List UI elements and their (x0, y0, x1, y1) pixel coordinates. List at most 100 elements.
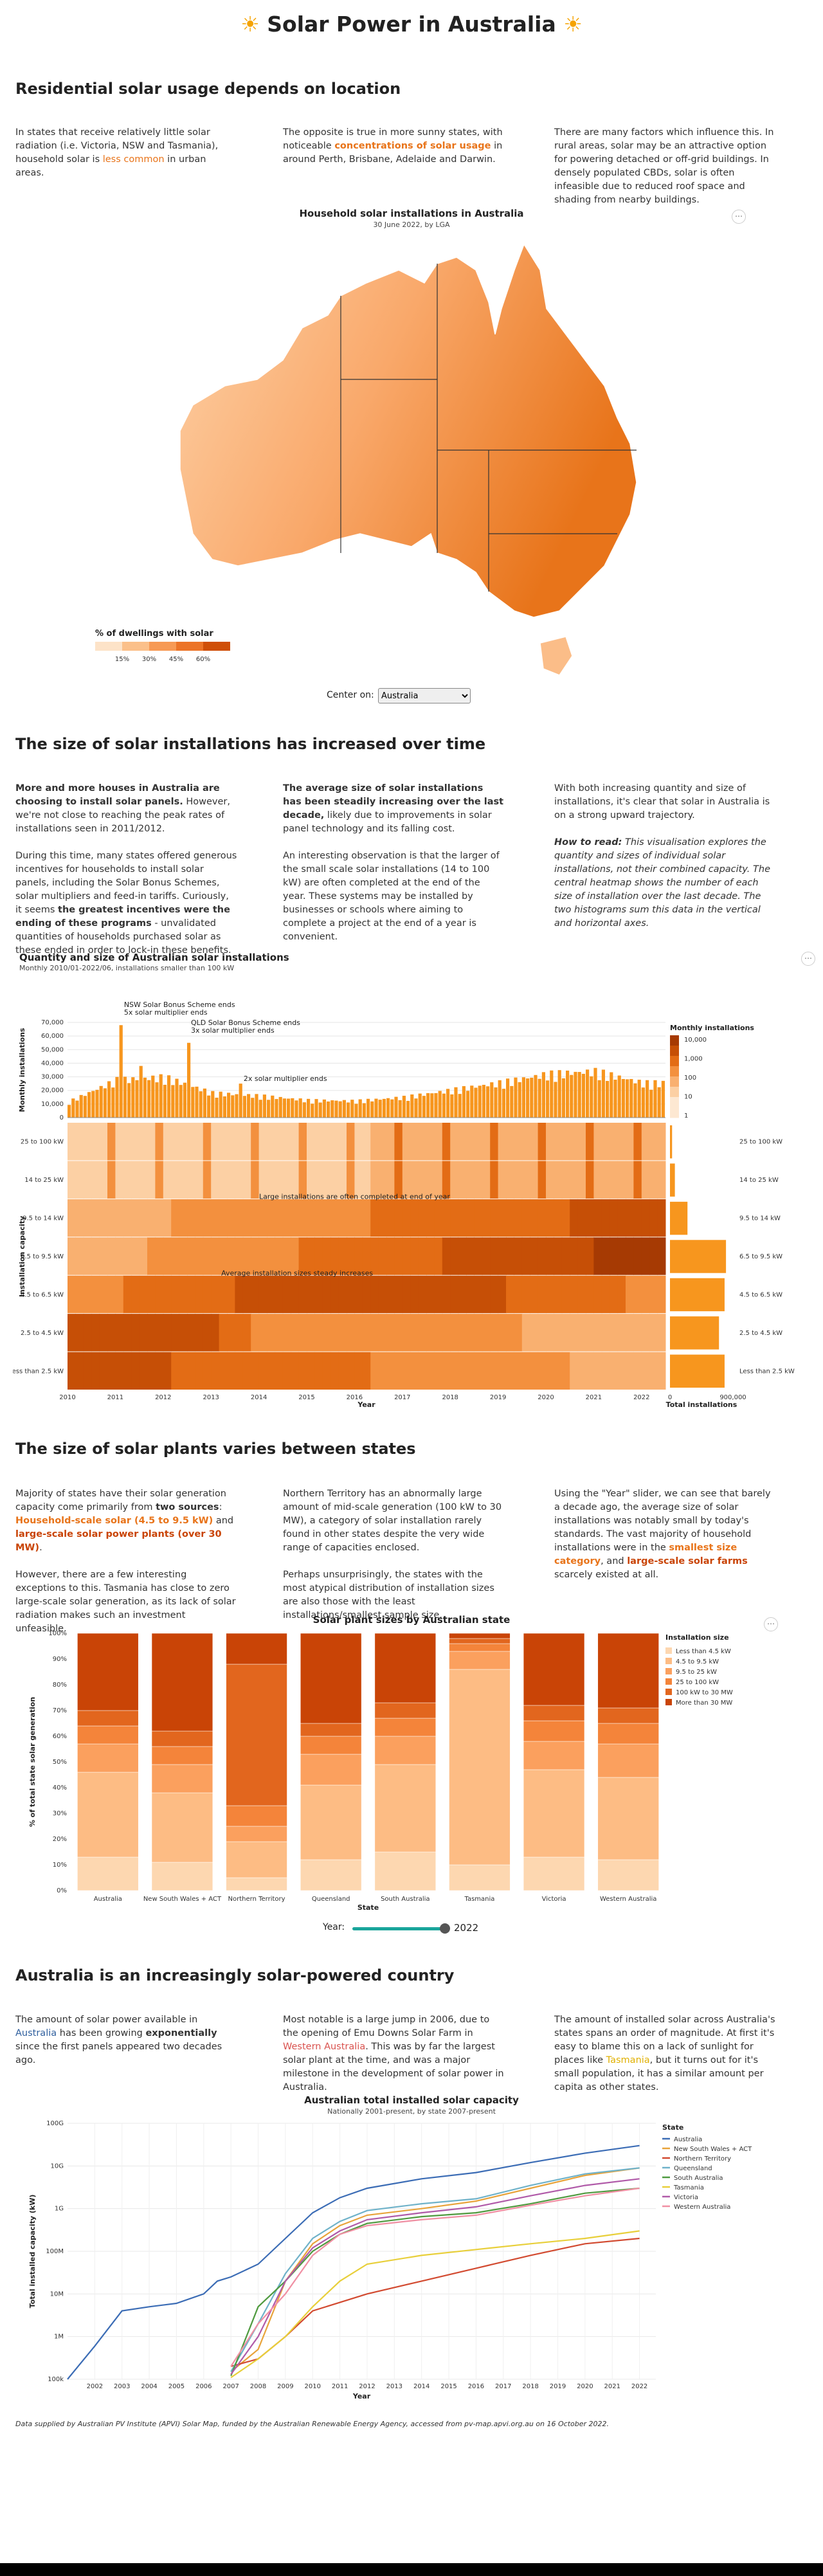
text-bold: More and more houses in Australia are ch… (15, 783, 220, 807)
monthly-bar (378, 1100, 382, 1118)
heatmap-cell (601, 1314, 610, 1352)
monthly-bar (155, 1082, 159, 1118)
plant-size-chart[interactable]: 0% 10% 20% 30% 40% 50% 60% 70% 80% 90% 100% % of to… (13, 1627, 810, 1910)
heatmap-cell (107, 1123, 116, 1161)
link-western-australia[interactable]: Western Australia (283, 2042, 366, 2052)
map-australia-outline[interactable] (179, 243, 637, 618)
heatmap-cell (577, 1161, 586, 1199)
text-bold: How to read: (554, 837, 622, 848)
heatmap-cell (307, 1123, 315, 1161)
heatmap-cell (490, 1161, 499, 1199)
legend-label: Victoria (674, 2194, 698, 2201)
heatmap-cell (139, 1199, 148, 1237)
heatmap-cell (521, 1199, 530, 1237)
heatmap-row-label-right: Less than 2.5 kW (739, 1368, 795, 1375)
monthly-bar (534, 1075, 538, 1118)
x-tick-label: 2015 (298, 1394, 314, 1401)
heatmap-row-label: 25 to 100 kW (21, 1139, 64, 1146)
text: Perhaps unsurprisingly, the states with … (283, 1570, 494, 1620)
heatmap-cell (195, 1199, 204, 1237)
quantity-size-chart[interactable]: 0 10,000 20,000 30,000 40,000 50,000 60,000 70,… (13, 971, 810, 1408)
heatmap-cell (402, 1161, 411, 1199)
monthly-bar (474, 1087, 478, 1118)
link-tasmania[interactable]: Tasmania (606, 2055, 650, 2065)
heatmap-cell (195, 1314, 204, 1352)
heatmap-cell (426, 1123, 435, 1161)
capacity-chart[interactable]: 100k 1M 10M 100M 1G 10G 100G 2002 2003 2004 2005 20… (13, 2116, 810, 2411)
heatmap-cell (275, 1352, 284, 1390)
link-concentrations[interactable]: concentrations of solar usage (334, 141, 491, 151)
heatmap-cell (530, 1275, 539, 1314)
heatmap-cell (378, 1314, 387, 1352)
heatmap-cell (203, 1199, 212, 1237)
heatmap-cell (482, 1123, 491, 1161)
heatmap-cell (131, 1237, 140, 1275)
heatmap-cell (610, 1275, 619, 1314)
heatmap-row-label-right: 6.5 to 9.5 kW (739, 1253, 782, 1260)
chart-menu-button[interactable]: ⋯ (732, 210, 746, 224)
heatmap-cell (514, 1275, 523, 1314)
heatmap-cell (554, 1275, 563, 1314)
section3-col1: Majority of states have their solar gene… (15, 1487, 237, 1636)
heatmap-cell (131, 1314, 140, 1352)
monthly-bar (490, 1082, 494, 1118)
monthly-bar (311, 1103, 314, 1118)
link-australia[interactable]: Australia (15, 2028, 57, 2038)
legend-tick: 30% (142, 656, 156, 663)
stacked-segment (374, 1851, 436, 1891)
heatmap-cell (68, 1237, 76, 1275)
center-on-select[interactable]: Australia (378, 688, 471, 703)
page-title-text: Solar Power in Australia (267, 12, 556, 37)
heatmap-cell (211, 1314, 220, 1352)
heatmap-cell (155, 1275, 164, 1314)
monthly-bar (171, 1085, 175, 1118)
monthly-bar (338, 1101, 342, 1118)
section3-col3: Using the "Year" slider, we can see that… (554, 1487, 776, 1582)
heatmap-cell (75, 1314, 84, 1352)
heatmap-cell (426, 1161, 435, 1199)
australia-map[interactable] (154, 231, 669, 682)
monthly-bar (294, 1100, 298, 1118)
link-large-scale-farms[interactable]: large-scale solar farms (627, 1556, 748, 1566)
heatmap-cell (561, 1237, 570, 1275)
link-household-scale[interactable]: Household-scale solar (4.5 to 9.5 kW) (15, 1516, 213, 1526)
link-large-scale[interactable]: large-scale solar power plants (over 30 … (15, 1529, 222, 1553)
y-tick-label: 100% (48, 1630, 67, 1637)
heatmap-cell (490, 1123, 499, 1161)
link-smallest-size[interactable]: smallest size category (554, 1543, 737, 1566)
heatmap-cell (203, 1123, 212, 1161)
text: , and (601, 1556, 628, 1566)
monthly-bar (307, 1098, 311, 1118)
chart-menu-button[interactable]: ⋯ (764, 1617, 778, 1631)
chart-menu-button[interactable]: ⋯ (801, 952, 815, 966)
heatmap-cell (466, 1123, 475, 1161)
stacked-segment (449, 1651, 511, 1670)
link-less-common[interactable]: less common (102, 154, 165, 165)
heatmap-cell (450, 1275, 459, 1314)
monthly-bar (418, 1093, 422, 1118)
heatmap-cell (354, 1123, 363, 1161)
heatmap-cell (330, 1275, 339, 1314)
heatmap-cell (99, 1275, 108, 1314)
heatmap-cell (410, 1199, 419, 1237)
year-slider-track[interactable] (352, 1927, 446, 1930)
x-tick-label: 2012 (359, 2383, 375, 2390)
monthly-bar (258, 1100, 262, 1118)
heatmap-cell (617, 1199, 626, 1237)
heatmap-cell (251, 1352, 260, 1390)
map-tasmania[interactable] (539, 636, 573, 676)
y-tick-label: 100k (48, 2376, 64, 2383)
heatmap-cell (546, 1237, 554, 1275)
heatmap-cell (641, 1199, 650, 1237)
monthly-bar (601, 1069, 605, 1118)
y-axis-title: Monthly installations (18, 1028, 26, 1112)
section-heading-size-over-time: The size of solar installations has incr… (15, 735, 486, 753)
heatmap-cell (258, 1352, 267, 1390)
heatmap-cell (187, 1199, 195, 1237)
heatmap-cell (410, 1161, 419, 1199)
heatmap-cell (68, 1199, 76, 1237)
legend-swatch (670, 1056, 679, 1067)
heatmap-cell (258, 1314, 267, 1352)
monthly-bar (410, 1094, 414, 1118)
year-slider-handle[interactable] (440, 1923, 450, 1934)
